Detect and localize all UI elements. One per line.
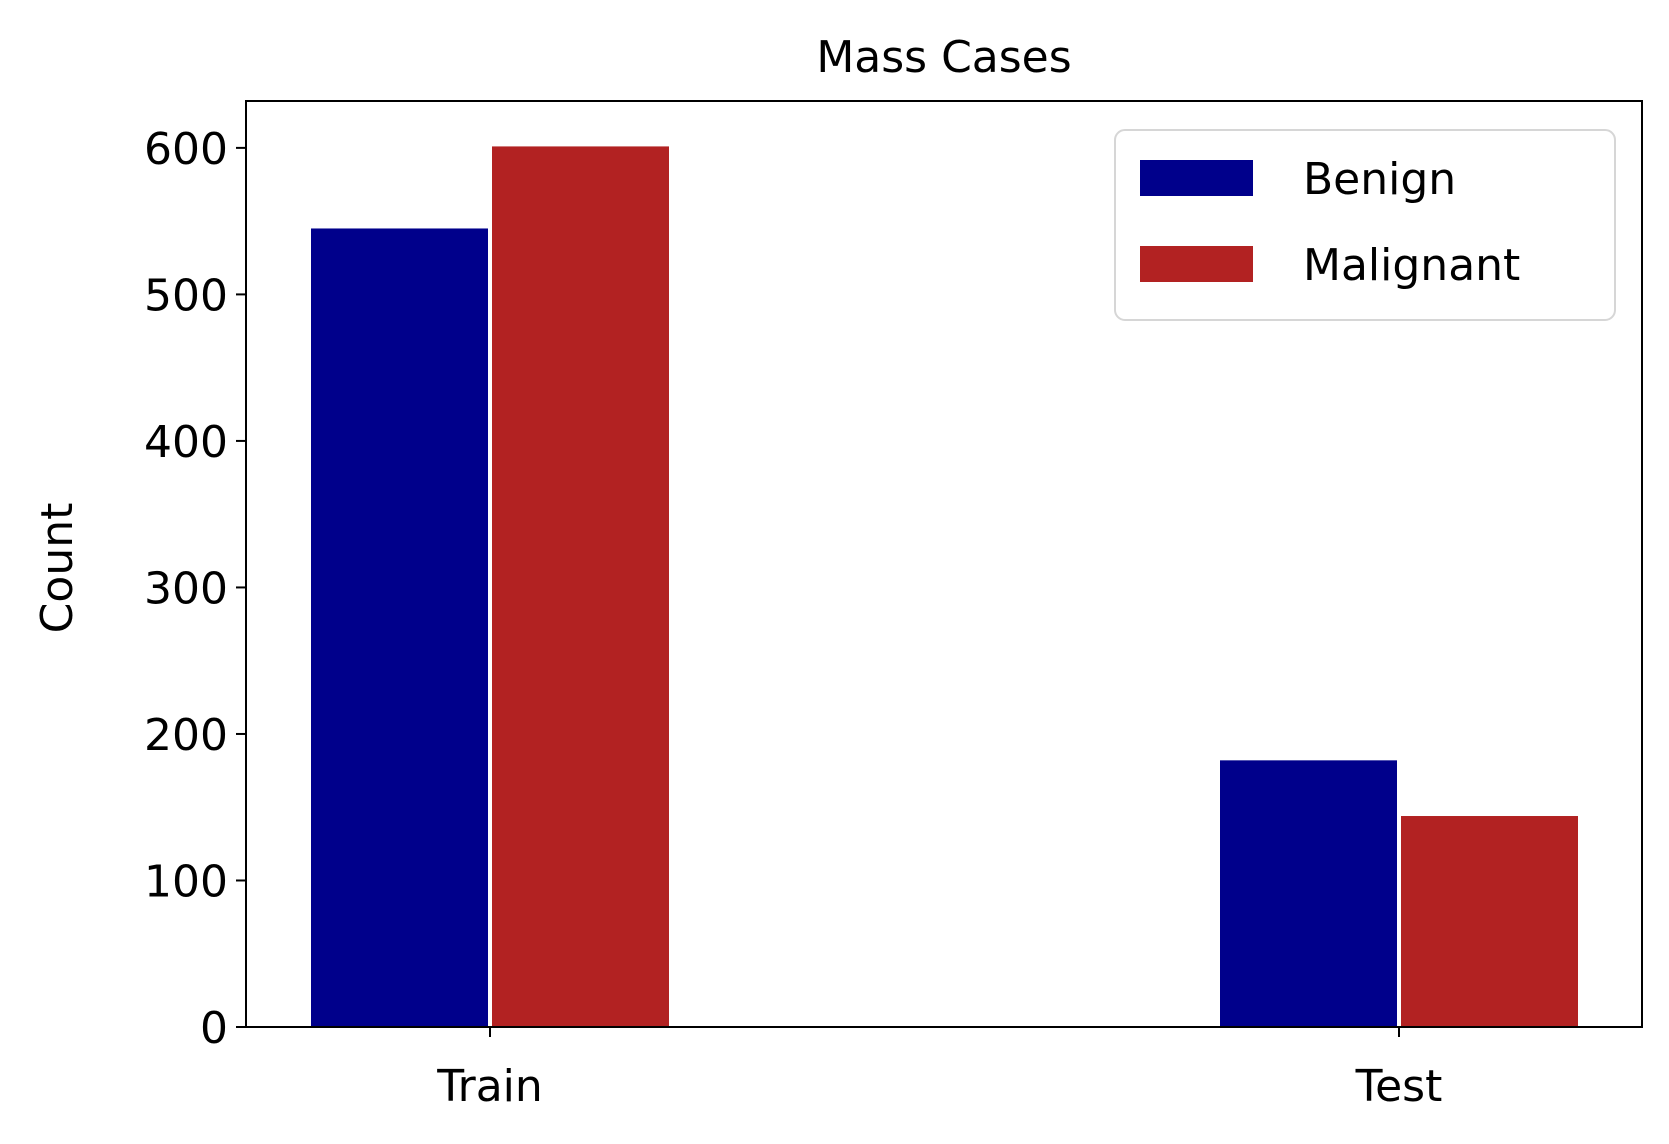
legend-swatch-benign (1140, 160, 1253, 196)
legend: Benign Malignant (1114, 129, 1616, 321)
y-tick-label: 200 (144, 710, 228, 761)
y-tick-label: 300 (144, 563, 228, 614)
chart-title: Mass Cases (816, 32, 1071, 83)
legend-label-benign: Benign (1303, 154, 1456, 205)
y-axis-label: Count (32, 503, 83, 634)
bar-benign-train (311, 228, 488, 1028)
y-tick-label: 400 (144, 417, 228, 468)
bar-malignant-test (1401, 816, 1578, 1027)
bar-benign-test (1220, 760, 1397, 1027)
legend-swatch-malignant (1140, 246, 1253, 282)
bar-malignant-train (492, 146, 669, 1027)
y-tick-label: 100 (144, 856, 228, 907)
plot-frame (245, 100, 1643, 1028)
y-tick-label: 0 (200, 1003, 228, 1054)
y-tick-label: 600 (144, 124, 228, 175)
axes-layer: 0 100 200 300 400 500 600 Train Test (144, 100, 1643, 1112)
bars-layer (311, 146, 1578, 1028)
x-tick-label: Test (1355, 1061, 1443, 1112)
x-tick-label: Train (436, 1061, 543, 1112)
y-tick-label: 500 (144, 270, 228, 321)
legend-label-malignant: Malignant (1303, 240, 1520, 291)
